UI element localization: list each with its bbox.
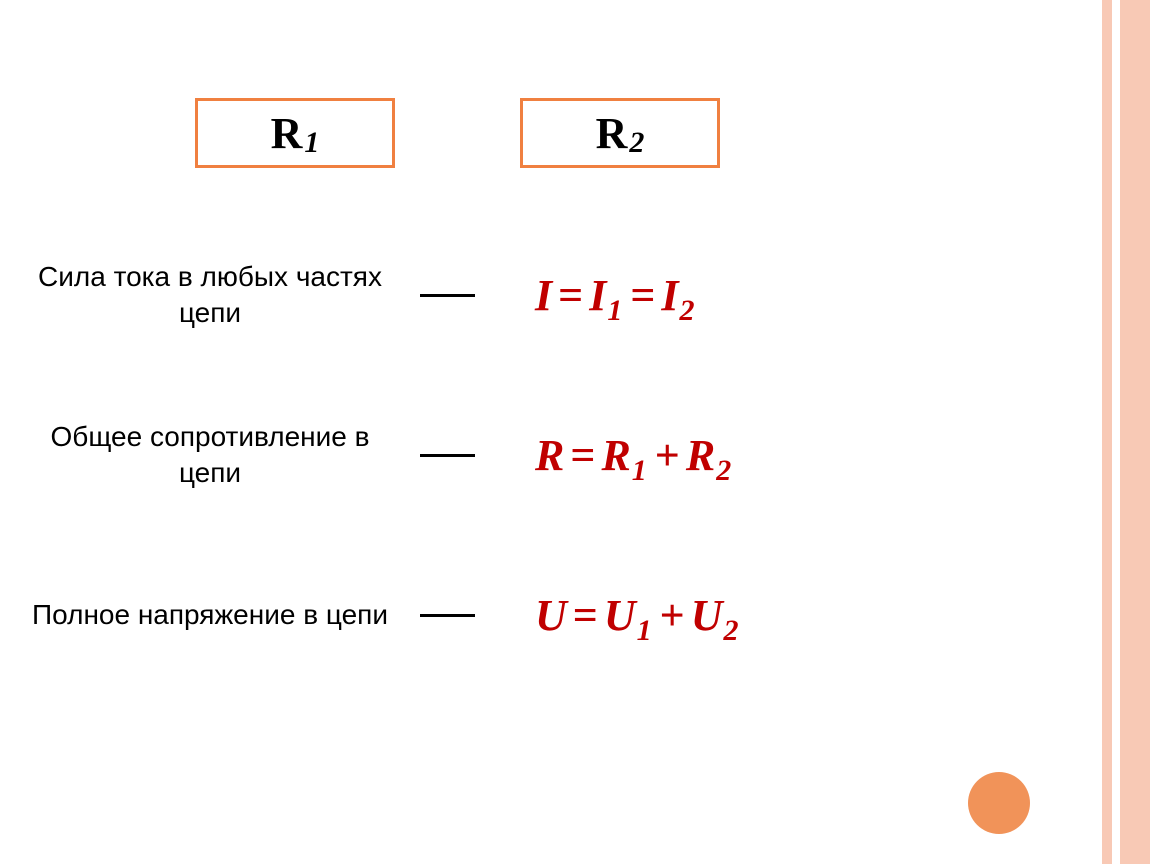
wire-segment [35, 128, 195, 131]
slide-page: R1R2 Сила тока в любых частях цепиI=I1=I… [0, 0, 1150, 864]
formula-operator: = [570, 431, 595, 480]
formula-operator: = [573, 591, 598, 640]
formula-operator: = [558, 271, 583, 320]
dash-separator [420, 454, 475, 457]
formula-subscript: 2 [724, 614, 739, 647]
formula-subscript: 1 [637, 614, 652, 647]
formula: I=I1=I2 [475, 270, 1100, 321]
formula-operator: + [655, 431, 680, 480]
right-border-stripe [1102, 0, 1112, 864]
formula-row: Полное напряжение в цепиU=U1+U2 [0, 570, 1100, 660]
formula: U=U1+U2 [475, 590, 1100, 641]
resistor-subscript: 2 [629, 126, 644, 160]
formula-var: U [535, 591, 567, 640]
formula-var: R [535, 431, 564, 480]
formula-subscript: 1 [632, 454, 647, 487]
resistor-label: R [271, 108, 303, 159]
formula-subscript: 2 [716, 454, 731, 487]
formula-var: U [691, 591, 723, 640]
formula-row: Общее сопротивление в цепиR=R1+R2 [0, 410, 1100, 500]
formula-var: I [535, 271, 552, 320]
formula-var: I [661, 271, 678, 320]
content-area: R1R2 Сила тока в любых частях цепиI=I1=I… [0, 0, 1100, 864]
orange-dot-decoration [968, 772, 1030, 834]
right-border-gap [1112, 0, 1120, 864]
formula-rows: Сила тока в любых частях цепиI=I1=I2Обще… [0, 250, 1100, 730]
formula-row: Сила тока в любых частях цепиI=I1=I2 [0, 250, 1100, 340]
dash-separator [420, 614, 475, 617]
wire-segment [720, 128, 1000, 131]
formula-var: U [604, 591, 636, 640]
resistor-subscript: 1 [304, 126, 319, 160]
formula-subscript: 1 [607, 294, 622, 327]
resistor-r2: R2 [520, 98, 720, 168]
wire-segment [395, 128, 520, 131]
formula-subscript: 2 [680, 294, 695, 327]
resistor-r1: R1 [195, 98, 395, 168]
row-label: Сила тока в любых частях цепи [0, 259, 420, 332]
formula-operator: = [630, 271, 655, 320]
circuit-diagram: R1R2 [0, 80, 1100, 180]
formula-operator: + [660, 591, 685, 640]
right-border-outer [1120, 0, 1150, 864]
row-label: Полное напряжение в цепи [0, 597, 420, 633]
resistor-label: R [596, 108, 628, 159]
formula: R=R1+R2 [475, 430, 1100, 481]
formula-var: R [601, 431, 630, 480]
formula-var: I [589, 271, 606, 320]
row-label: Общее сопротивление в цепи [0, 419, 420, 492]
formula-var: R [686, 431, 715, 480]
dash-separator [420, 294, 475, 297]
